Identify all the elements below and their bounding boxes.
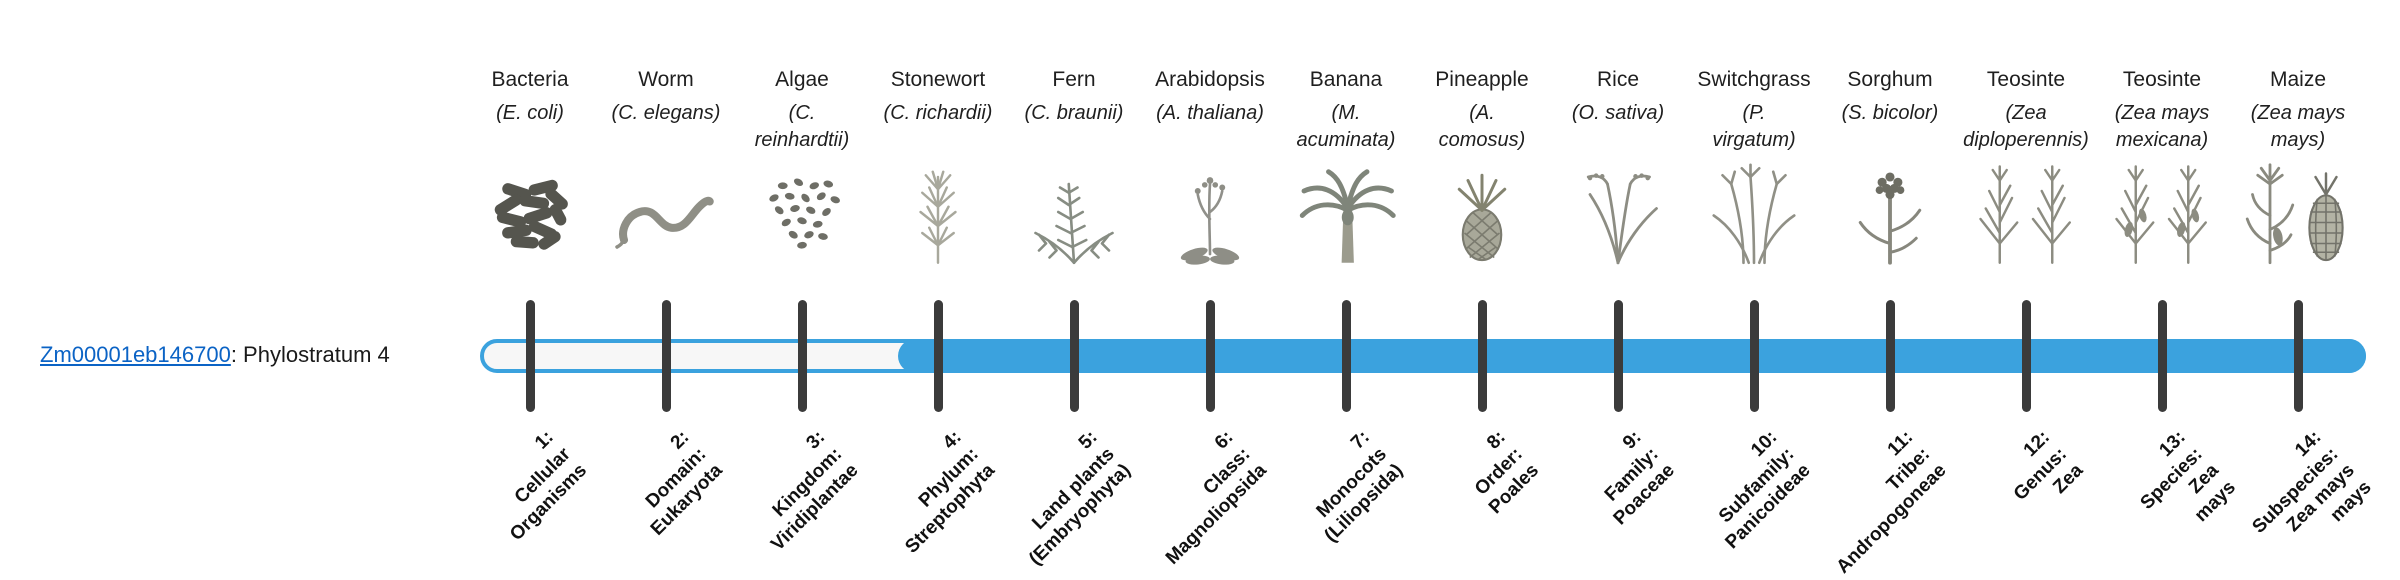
phylostratum-tick [2293, 300, 2303, 412]
gene-phylostratum-text: : Phylostratum 4 [230, 342, 390, 367]
stratum-label: 3: Kingdom: Viridiplantae [767, 426, 863, 556]
organism-common-name: Rice [1596, 68, 1639, 91]
organism-common-name: Sorghum [1847, 68, 1933, 91]
organism-scientific-name: (P. virgatum) [1712, 102, 1796, 151]
organism-scientific-name: (O. sativa) [1571, 102, 1665, 124]
phylostratum-tick [1477, 300, 1487, 412]
phylostratum-tick [933, 300, 943, 412]
maize-icon [2203, 156, 2393, 274]
stratum-label: 1: Cellular Organisms [505, 426, 591, 545]
organism-scientific-name: (E. coli) [496, 102, 564, 124]
organism-common-name: Arabidopsis [1155, 68, 1265, 91]
organism-common-name: Worm [638, 68, 694, 91]
phylostratum-tick [1341, 300, 1351, 412]
phylostratum-tick [525, 300, 535, 412]
organism-scientific-name: (M. acuminata) [1296, 102, 1396, 151]
organism-common-name: Bacteria [491, 68, 569, 91]
organism-scientific-name: (C. richardii) [883, 102, 993, 124]
phylostratum-tick [1205, 300, 1215, 412]
organism-scientific-name: (A. thaliana) [1156, 102, 1264, 124]
gene-label: Zm00001eb146700: Phylostratum 4 [40, 342, 390, 368]
organism-scientific-name: (C. reinhardtii) [754, 102, 850, 151]
organism-column: Teosinte (Zea diploperennis) 12: Genus: … [1931, 66, 2121, 504]
organism-column: Sorghum (S. bicolor) 11: Tribe: Andropog… [1795, 66, 1985, 578]
organism-column: Maize (Zea mays mays) 14: Subspecies: Ze… [2203, 66, 2393, 537]
organism-scientific-name: (Zea mays mexicana) [2114, 102, 2210, 151]
stratum-label: 11: Tribe: Andropogoneae [1832, 426, 1951, 578]
organism-common-name: Maize [2269, 68, 2327, 91]
organism-column: Bacteria (E. coli) 1: Cellular Organisms [435, 66, 625, 545]
organism-scientific-name: (S. bicolor) [1841, 102, 1939, 124]
organism-common-name: Pineapple [1435, 68, 1529, 91]
phylostratum-tick [1749, 300, 1759, 412]
stratum-label: 12: Genus: Zea [2009, 426, 2087, 505]
organism-column: Fern (C. braunii) 5: Land plants (Embryo… [979, 66, 1169, 570]
organism-common-name: Algae [775, 68, 829, 91]
phylostratum-tick [1885, 300, 1895, 412]
phylostratum-tick [1613, 300, 1623, 412]
stratum-label: 14: Subspecies: Zea mays mays [2248, 426, 2376, 538]
organism-column: Banana (M. acuminata) 7: Monocots (Lilio… [1251, 66, 1441, 546]
organism-column: Arabidopsis (A. thaliana) 6: Class: Magn… [1115, 66, 1305, 569]
stratum-label: 9: Family: Poaceae [1600, 426, 1679, 530]
stratum-label: 5: Land plants (Embryophyta) [1025, 426, 1135, 570]
phylostratum-tick [661, 300, 671, 412]
organism-column: Worm (C. elegans) 2: Domain: Eukaryota [571, 66, 761, 540]
organism-column: Algae (C. reinhardtii) 3: Kingdom: Virid… [707, 66, 897, 555]
phylostratum-bar-fill [898, 339, 2366, 373]
organism-common-name: Stonewort [890, 68, 986, 91]
stratum-label: 4: Phylum: Streptophyta [901, 426, 999, 558]
organism-scientific-name: (Zea mays mays) [2250, 102, 2346, 151]
stratum-label: 2: Domain: Eukaryota [641, 426, 727, 540]
phylostratum-tick [797, 300, 807, 412]
gene-link[interactable]: Zm00001eb146700 [40, 342, 231, 367]
stratum-label: 10: Subfamily: Panicoideae [1714, 426, 1815, 554]
organism-column: Rice (O. sativa) 9: Family: Poaceae [1523, 66, 1713, 529]
organism-scientific-name: (C. braunii) [1024, 102, 1124, 124]
stratum-label: 8: Order: Poales [1470, 426, 1543, 519]
phylostratum-tick [1069, 300, 1079, 412]
organism-common-name: Switchgrass [1697, 68, 1811, 91]
stratum-label: 13: Species: Zea mays [2136, 426, 2240, 526]
organism-common-name: Banana [1309, 68, 1383, 91]
stratum-label: 6: Class: Magnoliopsida [1161, 426, 1271, 569]
organism-scientific-name: (Zea diploperennis) [1963, 102, 2089, 151]
phylostratum-tick [2157, 300, 2167, 412]
organism-column: Stonewort (C. richardii) 4: Phylum: Stre… [843, 66, 1033, 558]
stratum-label: 7: Monocots (Liliopsida) [1311, 426, 1407, 547]
organism-scientific-name: (A. comosus) [1438, 102, 1526, 151]
organism-common-name: Fern [1052, 68, 1096, 91]
organism-scientific-name: (C. elegans) [611, 102, 721, 124]
organism-column: Switchgrass (P. virgatum) 10: Subfamily:… [1659, 66, 1849, 553]
organism-common-name: Teosinte [1986, 68, 2066, 91]
organism-column: Teosinte (Zea mays mexicana) 13: Species… [2067, 66, 2257, 526]
organism-common-name: Teosinte [2122, 68, 2202, 91]
phylostratum-tick [2021, 300, 2031, 412]
organism-column: Pineapple (A. comosus) 8: Order: Poales [1387, 66, 1577, 518]
